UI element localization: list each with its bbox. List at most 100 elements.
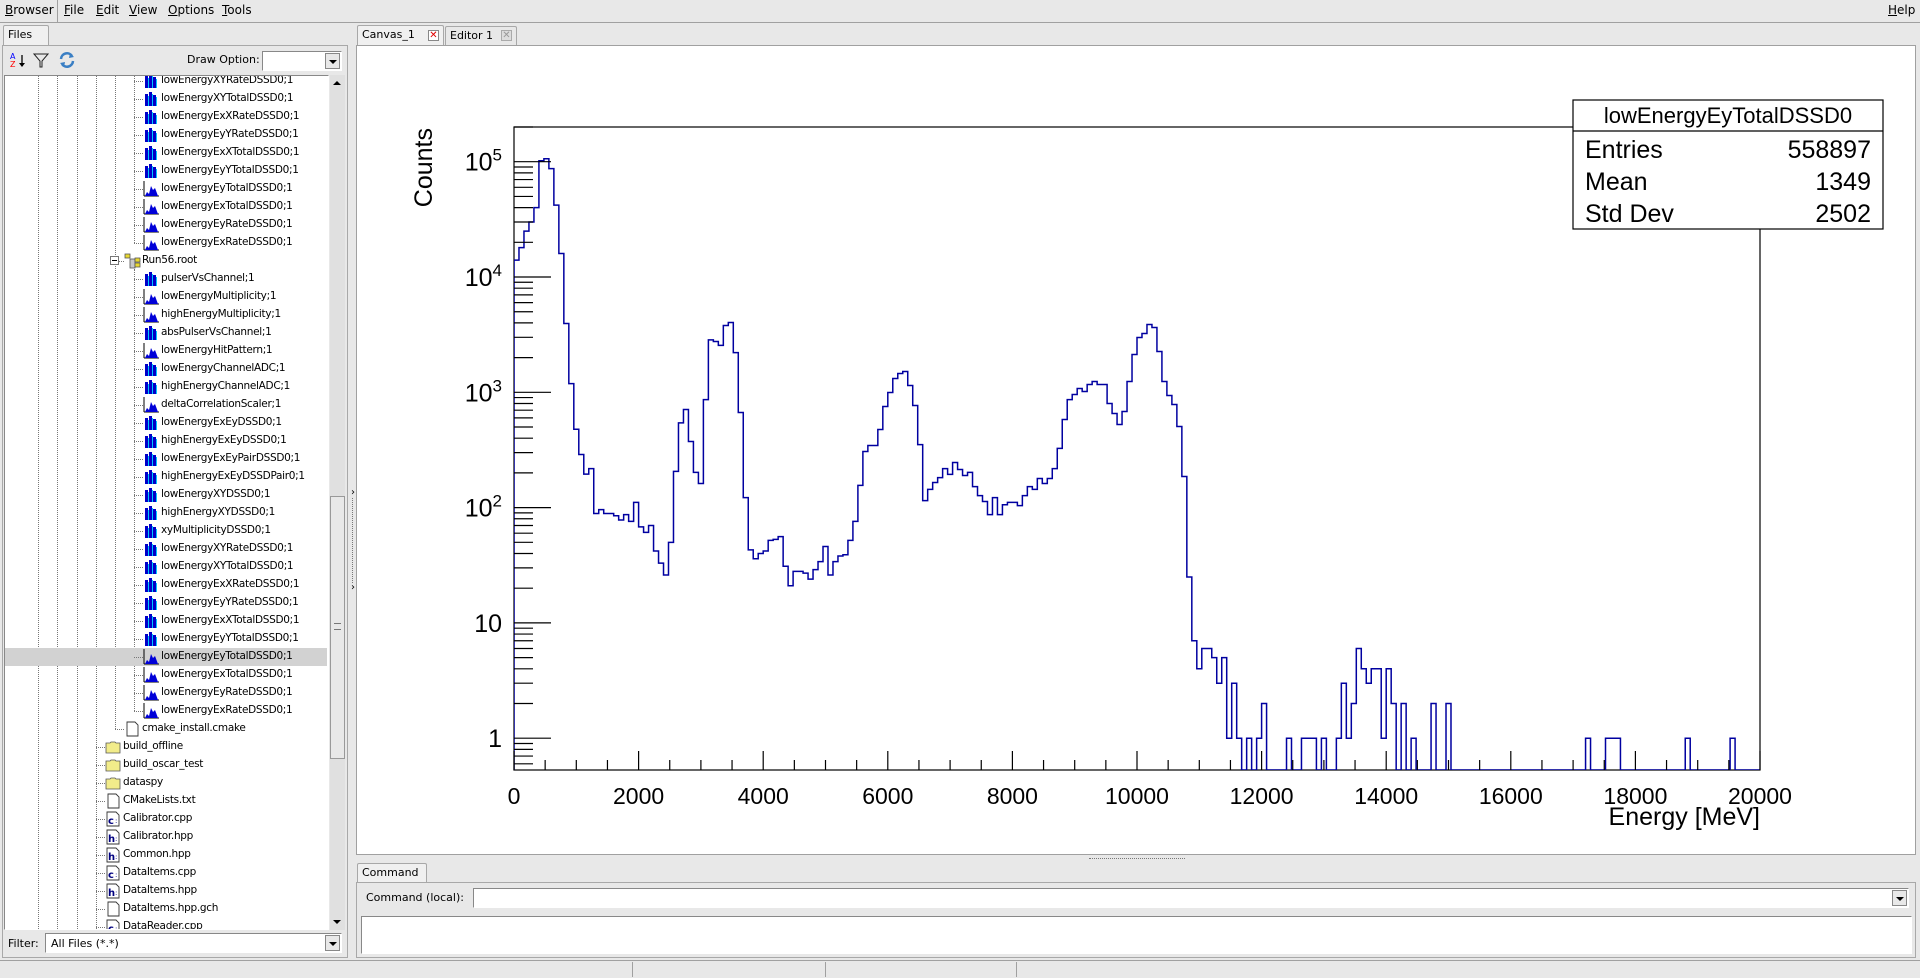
menu-tools[interactable]: Tools bbox=[222, 3, 252, 17]
chevron-down-icon[interactable] bbox=[325, 935, 340, 951]
tree-item[interactable]: lowEnergyExXTotalDSSD0;1 bbox=[5, 612, 327, 630]
tree-item[interactable]: highEnergyXYDSSD0;1 bbox=[5, 504, 327, 522]
tree-item[interactable]: lowEnergyExRateDSSD0;1 bbox=[5, 702, 327, 720]
tree-item[interactable]: lowEnergyEyYTotalDSSD0;1 bbox=[5, 630, 327, 648]
cpp-source-icon: c: bbox=[105, 865, 121, 881]
scroll-down-arrow-icon[interactable] bbox=[333, 920, 341, 924]
tree-item[interactable]: lowEnergyXYTotalDSSD0;1 bbox=[5, 558, 327, 576]
tree-item[interactable]: c: Calibrator.cpp bbox=[5, 810, 327, 828]
tree-item[interactable]: deltaCorrelationScaler;1 bbox=[5, 396, 327, 414]
th2-icon bbox=[143, 523, 159, 539]
tree-item[interactable]: lowEnergyExRateDSSD0;1 bbox=[5, 234, 327, 252]
tree-item[interactable]: lowEnergyExEyPairDSSD0;1 bbox=[5, 450, 327, 468]
y-tick-base: 1 bbox=[488, 725, 502, 753]
tree-item[interactable]: lowEnergyExXRateDSSD0;1 bbox=[5, 576, 327, 594]
tree-item[interactable]: lowEnergyEyRateDSSD0;1 bbox=[5, 684, 327, 702]
tree-item[interactable]: highEnergyChannelADC;1 bbox=[5, 378, 327, 396]
draw-option-select[interactable] bbox=[262, 51, 342, 71]
cpp-source-icon: c: bbox=[105, 919, 121, 929]
tree-item[interactable]: lowEnergyExEyDSSD0;1 bbox=[5, 414, 327, 432]
tree-connector bbox=[134, 135, 143, 136]
chevron-down-icon[interactable] bbox=[325, 53, 340, 69]
tree-item-label: DataReader.cpp bbox=[123, 920, 203, 930]
tree-item[interactable]: highEnergyMultiplicity;1 bbox=[5, 306, 327, 324]
collapse-icon[interactable] bbox=[110, 256, 119, 265]
tab-files[interactable]: Files bbox=[3, 25, 49, 46]
tree-item[interactable]: build_offline bbox=[5, 738, 327, 756]
menu-view[interactable]: View bbox=[129, 3, 158, 17]
tree-item[interactable]: lowEnergyExXRateDSSD0;1 bbox=[5, 108, 327, 126]
tree-item[interactable]: c: DataItems.cpp bbox=[5, 864, 327, 882]
tree-item[interactable]: lowEnergyExXTotalDSSD0;1 bbox=[5, 144, 327, 162]
th2-icon bbox=[143, 91, 159, 107]
tree-item[interactable]: lowEnergyExTotalDSSD0;1 bbox=[5, 666, 327, 684]
scrollbar-thumb[interactable] bbox=[330, 496, 345, 759]
tree-item[interactable]: lowEnergyXYTotalDSSD0;1 bbox=[5, 90, 327, 108]
file-tree[interactable]: lowEnergyXYRateDSSD0;1 lowEnergyXYTotalDS… bbox=[4, 75, 329, 930]
th2-icon bbox=[143, 145, 159, 161]
tree-guide-line bbox=[57, 76, 58, 929]
tree-item[interactable]: lowEnergyEyYTotalDSSD0;1 bbox=[5, 162, 327, 180]
th2-icon bbox=[143, 271, 159, 287]
tree-item[interactable]: Run56.root bbox=[5, 252, 327, 270]
menu-options[interactable]: Options bbox=[168, 3, 215, 17]
tree-item[interactable]: lowEnergyEyYRateDSSD0;1 bbox=[5, 126, 327, 144]
vertical-splitter[interactable]: › › bbox=[349, 46, 355, 956]
command-label: Command (local): bbox=[366, 891, 464, 904]
tree-item[interactable]: highEnergyExEyDSSD0;1 bbox=[5, 432, 327, 450]
tree-item[interactable]: lowEnergyChannelADC;1 bbox=[5, 360, 327, 378]
tree-item[interactable]: cmake_install.cmake bbox=[5, 720, 327, 738]
tree-item[interactable]: lowEnergyEyYRateDSSD0;1 bbox=[5, 594, 327, 612]
histogram-chart[interactable]: 0 2000 4000 6000 8000 10000 12000 14000 16000 180… bbox=[357, 46, 1914, 853]
svg-text::: : bbox=[115, 871, 117, 879]
tree-item[interactable]: CMakeLists.txt bbox=[5, 792, 327, 810]
tab-editor-1[interactable]: Editor 1 ✕ bbox=[445, 26, 517, 46]
tree-item-label: lowEnergyEyTotalDSSD0;1 bbox=[161, 182, 293, 194]
tree-item[interactable]: h: Common.hpp bbox=[5, 846, 327, 864]
tree-item[interactable]: absPulserVsChannel;1 bbox=[5, 324, 327, 342]
horizontal-splitter[interactable] bbox=[1085, 855, 1190, 861]
refresh-icon[interactable] bbox=[58, 51, 76, 69]
tree-item[interactable]: lowEnergyXYDSSD0;1 bbox=[5, 486, 327, 504]
tree-item[interactable]: dataspy bbox=[5, 774, 327, 792]
close-icon[interactable]: ✕ bbox=[428, 30, 439, 41]
chevron-down-icon[interactable] bbox=[1892, 890, 1907, 906]
tree-item[interactable]: xyMultiplicityDSSD0;1 bbox=[5, 522, 327, 540]
tree-item[interactable]: lowEnergyEyTotalDSSD0;1 bbox=[5, 648, 327, 666]
command-input[interactable] bbox=[473, 888, 1909, 908]
filter-select[interactable]: All Files (*.*) bbox=[45, 933, 342, 953]
tree-item[interactable]: c: DataReader.cpp bbox=[5, 918, 327, 930]
tree-item[interactable]: lowEnergyEyRateDSSD0;1 bbox=[5, 216, 327, 234]
tree-item[interactable]: DataItems.hpp.gch bbox=[5, 900, 327, 918]
menu-edit[interactable]: Edit bbox=[96, 3, 120, 17]
tree-item[interactable]: lowEnergyXYRateDSSD0;1 bbox=[5, 76, 327, 90]
tree-item[interactable]: h: DataItems.hpp bbox=[5, 882, 327, 900]
menu-help[interactable]: Help bbox=[1888, 3, 1916, 17]
close-icon[interactable]: ✕ bbox=[501, 30, 512, 41]
canvas-area[interactable]: 0 2000 4000 6000 8000 10000 12000 14000 16000 180… bbox=[356, 45, 1916, 855]
menu-file[interactable]: File bbox=[64, 3, 85, 17]
tree-item[interactable]: pulserVsChannel;1 bbox=[5, 270, 327, 288]
tab-canvas-1[interactable]: Canvas_1 ✕ bbox=[357, 25, 444, 46]
tree-connector bbox=[115, 261, 124, 262]
filter-icon[interactable] bbox=[32, 51, 50, 69]
tab-command[interactable]: Command bbox=[357, 863, 427, 883]
scroll-up-arrow-icon[interactable] bbox=[333, 81, 341, 85]
th2-icon bbox=[143, 469, 159, 485]
y-tick-base: 10 bbox=[465, 149, 493, 177]
tree-item[interactable]: highEnergyExEyDSSDPair0;1 bbox=[5, 468, 327, 486]
tab-canvas-1-label: Canvas_1 bbox=[362, 28, 415, 41]
x-tick-label: 2000 bbox=[613, 783, 664, 809]
tree-item[interactable]: lowEnergyXYRateDSSD0;1 bbox=[5, 540, 327, 558]
file-icon bbox=[124, 721, 140, 737]
tree-item[interactable]: build_oscar_test bbox=[5, 756, 327, 774]
tree-item[interactable]: h: Calibrator.hpp bbox=[5, 828, 327, 846]
tree-item[interactable]: lowEnergyEyTotalDSSD0;1 bbox=[5, 180, 327, 198]
tree-scrollbar[interactable] bbox=[330, 75, 345, 930]
tree-item[interactable]: lowEnergyExTotalDSSD0;1 bbox=[5, 198, 327, 216]
tree-item[interactable]: lowEnergyMultiplicity;1 bbox=[5, 288, 327, 306]
menu-browser[interactable]: Browser bbox=[5, 3, 54, 17]
tree-item[interactable]: lowEnergyHitPattern;1 bbox=[5, 342, 327, 360]
tree-connector bbox=[134, 477, 143, 478]
